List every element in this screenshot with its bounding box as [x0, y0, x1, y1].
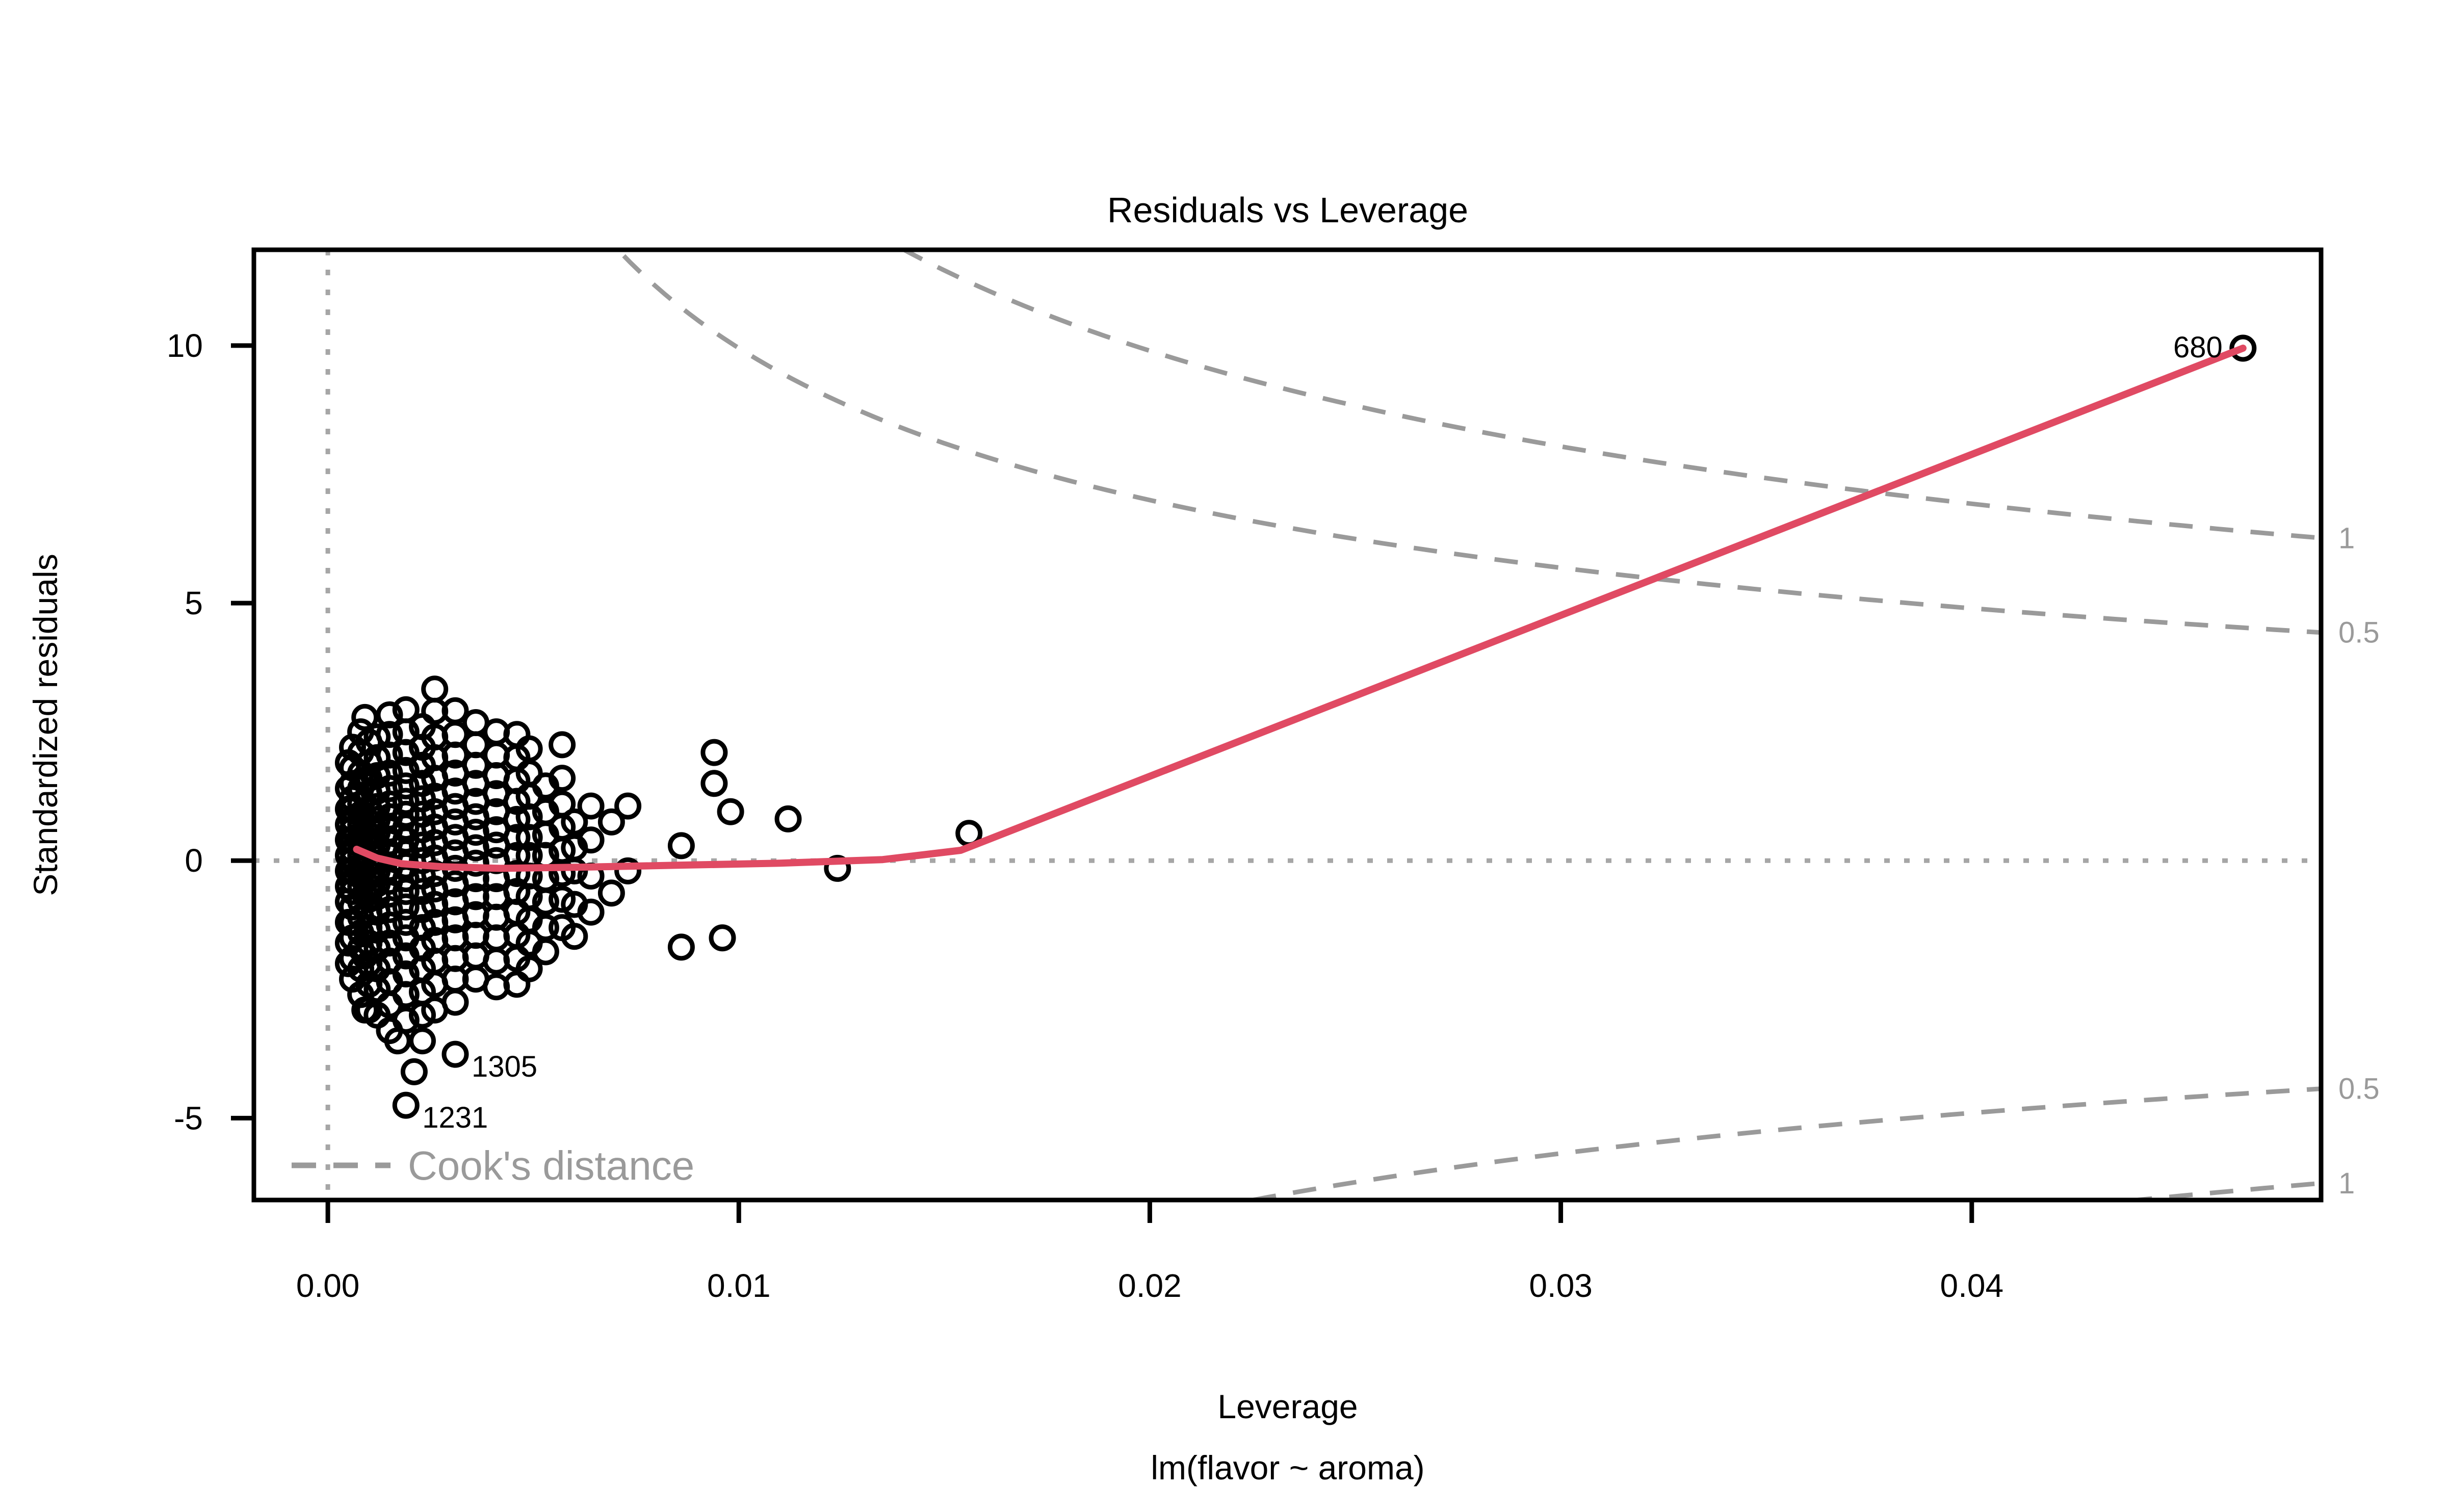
data-point: [597, 808, 625, 836]
contour-level-label: 0.5: [2338, 616, 2380, 649]
x-axis-label: Leverage: [1217, 1388, 1358, 1425]
data-point: [376, 880, 403, 908]
data-point: [597, 879, 625, 907]
data-point: [549, 885, 576, 913]
data-point: [462, 751, 489, 779]
data-point: [515, 824, 543, 851]
contour-level-label: 0.5: [2338, 1073, 2380, 1106]
contour-level-label: 1: [2338, 1167, 2355, 1200]
data-point: [717, 798, 744, 825]
data-point: [667, 832, 695, 859]
point-id-label: 680: [2173, 331, 2223, 364]
legend-label: Cook's distance: [408, 1143, 694, 1188]
data-point: [392, 739, 420, 766]
data-point: [376, 775, 403, 802]
data-point: [577, 792, 605, 820]
x-axis-tick-label: 0.02: [1118, 1267, 1182, 1304]
point-id-label: 1231: [422, 1101, 488, 1134]
cooks-contour-0.5: [615, 250, 2321, 635]
data-point-1231: [392, 1091, 420, 1119]
data-point: [376, 896, 403, 923]
generated-labels: 0.5 0.5 1 1 680 1305 1231: [422, 331, 2379, 1200]
data-point: [561, 923, 588, 950]
data-point: [709, 924, 736, 952]
data-point: [376, 929, 403, 957]
x-axis-tick-label: 0.00: [296, 1267, 360, 1304]
y-axis-tick-label: 5: [185, 585, 203, 621]
data-point: [392, 772, 420, 800]
cooks-contour-1: [899, 250, 2321, 540]
contour-level-label: 1: [2338, 522, 2355, 555]
data-point: [561, 808, 588, 836]
smooth-line-path: [353, 345, 2247, 872]
y-axis-tick-label: 10: [167, 327, 203, 364]
plot-border: [251, 247, 2324, 1203]
data-point: [577, 898, 605, 926]
data-point: [549, 860, 576, 887]
data-point: [392, 893, 420, 921]
data-point: [667, 933, 695, 961]
y-axis-tick-label: 0: [185, 842, 203, 879]
data-point: [515, 955, 543, 982]
data-point: [532, 888, 559, 916]
data-point: [614, 792, 642, 820]
data-point: [392, 1006, 420, 1034]
data-point: [376, 701, 403, 728]
data-point: [532, 938, 559, 966]
data-point: [392, 800, 420, 828]
scatter-points: [334, 334, 2257, 1119]
data-point: [700, 770, 728, 797]
data-point: [376, 911, 403, 939]
chart-title: Residuals vs Leverage: [1107, 190, 1468, 230]
data-point: [824, 854, 851, 882]
data-point: [700, 739, 728, 766]
axes: 0.00 0.01 0.02 0.03 0.04 -5 0 5 10: [167, 327, 2003, 1304]
data-point: [409, 1027, 436, 1055]
data-point: [549, 765, 576, 792]
data-point-680: [2229, 334, 2257, 362]
data-point: [351, 703, 379, 731]
data-point: [421, 675, 449, 703]
data-point: [392, 788, 420, 815]
data-point: [503, 805, 531, 833]
data-point: [392, 878, 420, 905]
model-formula-sublabel: lm(flavor ~ aroma): [1151, 1449, 1424, 1487]
data-point: [441, 988, 469, 1016]
data-point-1305: [441, 1040, 469, 1068]
data-point: [392, 814, 420, 841]
data-point: [503, 860, 531, 887]
y-axis-tick-label: -5: [174, 1100, 203, 1136]
cooks-distance-contours: [615, 250, 2321, 1200]
data-point: [376, 760, 403, 787]
x-axis-tick-label: 0.01: [707, 1267, 771, 1304]
data-point: [503, 824, 531, 851]
data-point: [392, 908, 420, 936]
data-point: [614, 857, 642, 884]
cooks-contour-0.5: [1240, 1086, 2321, 1200]
data-point: [392, 981, 420, 1008]
data-point: [400, 1058, 428, 1085]
data-point: [774, 805, 802, 832]
x-axis-tick-label: 0.04: [1940, 1267, 2003, 1304]
data-point: [409, 1001, 436, 1029]
lowess-smooth-line: [353, 345, 2247, 872]
data-point: [376, 741, 403, 769]
point-id-label: 1305: [472, 1050, 537, 1083]
y-axis-label: Standardized residuals: [27, 554, 64, 896]
data-point: [577, 826, 605, 854]
data-point: [441, 741, 469, 769]
x-axis-tick-label: 0.03: [1529, 1267, 1593, 1304]
data-point: [549, 731, 576, 759]
legend-cooks-distance: Cook's distance: [292, 1143, 694, 1188]
data-point: [392, 757, 420, 784]
